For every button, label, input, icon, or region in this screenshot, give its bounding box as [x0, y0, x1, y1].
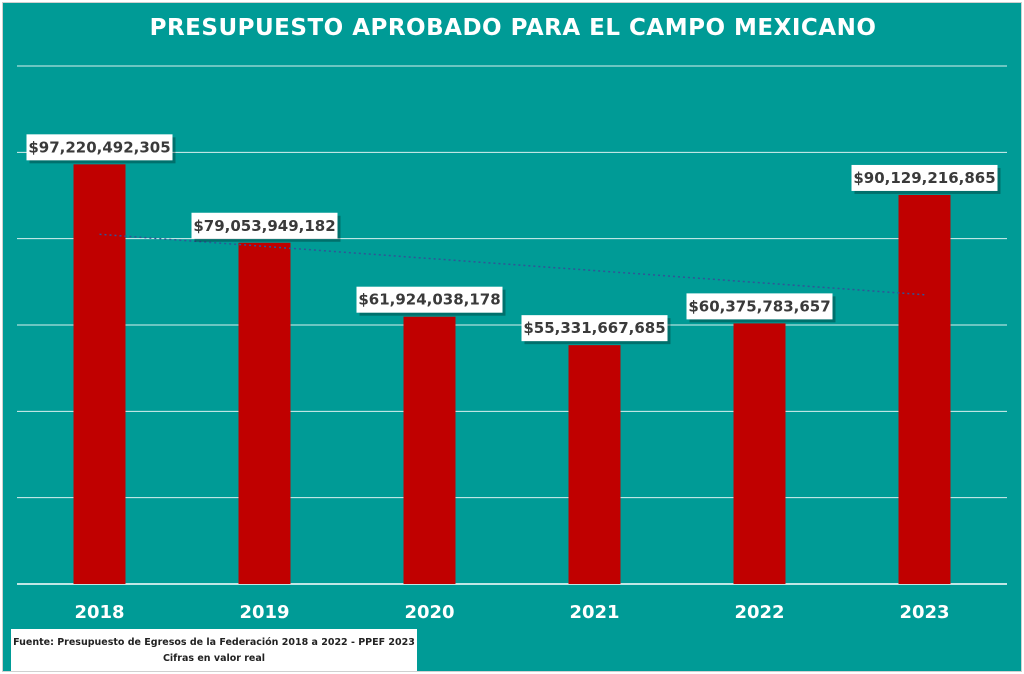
- chart-title: PRESUPUESTO APROBADO PARA EL CAMPO MEXIC…: [149, 15, 877, 41]
- x-tick-label: 2020: [404, 602, 454, 623]
- bars: [73, 164, 951, 585]
- x-tick-label: 2023: [899, 602, 949, 623]
- bar-chart: $97,220,492,305 $79,053,949,182 $61,924,03…: [17, 65, 1007, 623]
- data-label-box: [686, 293, 833, 320]
- trendline-line: [99, 233, 925, 296]
- trendline: [99, 233, 925, 296]
- bar-2019: [238, 242, 291, 584]
- data-label-text: $90,129,216,865: [853, 169, 995, 187]
- bar-2018: [73, 164, 126, 584]
- data-label-box: [356, 286, 503, 313]
- x-tick-label: 2021: [569, 602, 619, 623]
- x-axis-ticks: 2018 2019 2020 2021 2022 2023: [74, 602, 949, 623]
- data-label-2019: $79,053,949,182: [191, 212, 341, 242]
- bar-2023: [898, 194, 951, 585]
- data-label-text: $55,331,667,685: [523, 319, 665, 337]
- bar-2022: [733, 323, 786, 584]
- data-label-box: [851, 164, 998, 191]
- x-tick-label: 2018: [74, 602, 124, 623]
- data-label-text: $97,220,492,305: [28, 138, 170, 156]
- data-label-text: $79,053,949,182: [193, 217, 335, 235]
- x-tick-label: 2019: [239, 602, 289, 623]
- source-text: Fuente: Presupuesto de Egresos de la Fed…: [13, 637, 415, 648]
- source-note-units: Cifras en valor real: [162, 653, 266, 664]
- data-label-box: [191, 212, 338, 239]
- data-label-2018: $97,220,492,305: [26, 134, 176, 164]
- data-labels: $97,220,492,305 $79,053,949,182 $61,924,03…: [26, 134, 1001, 345]
- data-label-2021: $55,331,667,685: [521, 315, 671, 345]
- data-label-box: [26, 134, 173, 161]
- x-tick-label: 2022: [734, 602, 784, 623]
- bar-2020: [403, 316, 456, 584]
- data-label-2022: $60,375,783,657: [686, 293, 836, 323]
- data-label-2020: $61,924,038,178: [356, 286, 506, 316]
- bar-2021: [568, 345, 621, 584]
- data-label-text: $61,924,038,178: [358, 291, 500, 309]
- gridlines: [17, 65, 1007, 585]
- source-note: Fuente: Presupuesto de Egresos de la Fed…: [11, 629, 417, 671]
- data-label-2023: $90,129,216,865: [851, 164, 1001, 194]
- data-label-text: $60,375,783,657: [688, 297, 830, 315]
- data-label-box: [521, 315, 668, 342]
